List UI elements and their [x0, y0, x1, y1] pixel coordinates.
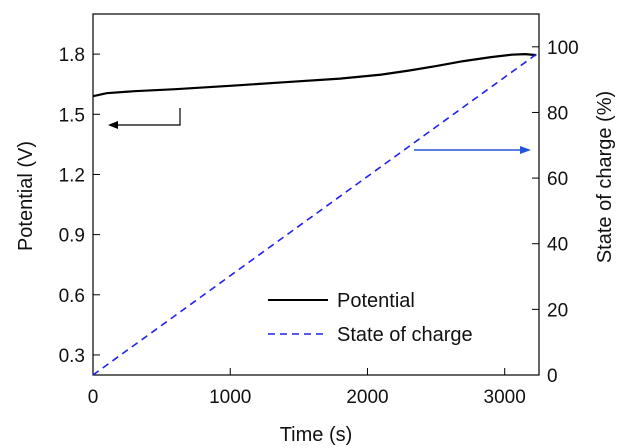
y-right-tick-label: 100 — [547, 38, 579, 59]
legend-label-state-of-charge: State of charge — [337, 324, 473, 346]
series-state-of-charge-line — [92, 52, 539, 376]
right-axis-arrow — [414, 146, 531, 154]
x-tick-label: 2000 — [346, 387, 388, 408]
x-tick-label: 1000 — [209, 387, 251, 408]
legend-label-potential: Potential — [337, 290, 415, 312]
y-right-axis-title: State of charge (%) — [594, 91, 616, 263]
series-potential-line — [92, 52, 537, 98]
x-axis-title: Time (s) — [280, 424, 353, 446]
y-right-tick-label: 80 — [547, 103, 568, 124]
legend: Potential State of charge — [268, 290, 473, 346]
axis-ticks: 0 1000 2000 3000 0.3 0.6 0.9 1.2 1.5 1.8 0 20 40 60 80… — [59, 38, 579, 408]
y-left-tick-label: 1.2 — [59, 165, 85, 186]
y-right-tick-label: 20 — [547, 300, 568, 321]
x-tick-label: 3000 — [484, 387, 526, 408]
y-left-tick-label: 0.3 — [59, 346, 85, 367]
y-left-tick-label: 1.5 — [59, 105, 85, 126]
y-right-tick-label: 40 — [547, 235, 568, 256]
y-left-tick-label: 0.9 — [59, 226, 85, 247]
left-axis-arrow — [108, 108, 181, 129]
y-left-axis-title: Potential (V) — [15, 141, 37, 251]
y-right-tick-label: 60 — [547, 169, 568, 190]
x-tick-label: 0 — [88, 387, 99, 408]
y-left-tick-label: 0.6 — [59, 286, 85, 307]
plot-frame — [92, 13, 540, 376]
y-right-tick-label: 0 — [547, 366, 558, 387]
y-left-tick-label: 1.8 — [59, 45, 85, 66]
